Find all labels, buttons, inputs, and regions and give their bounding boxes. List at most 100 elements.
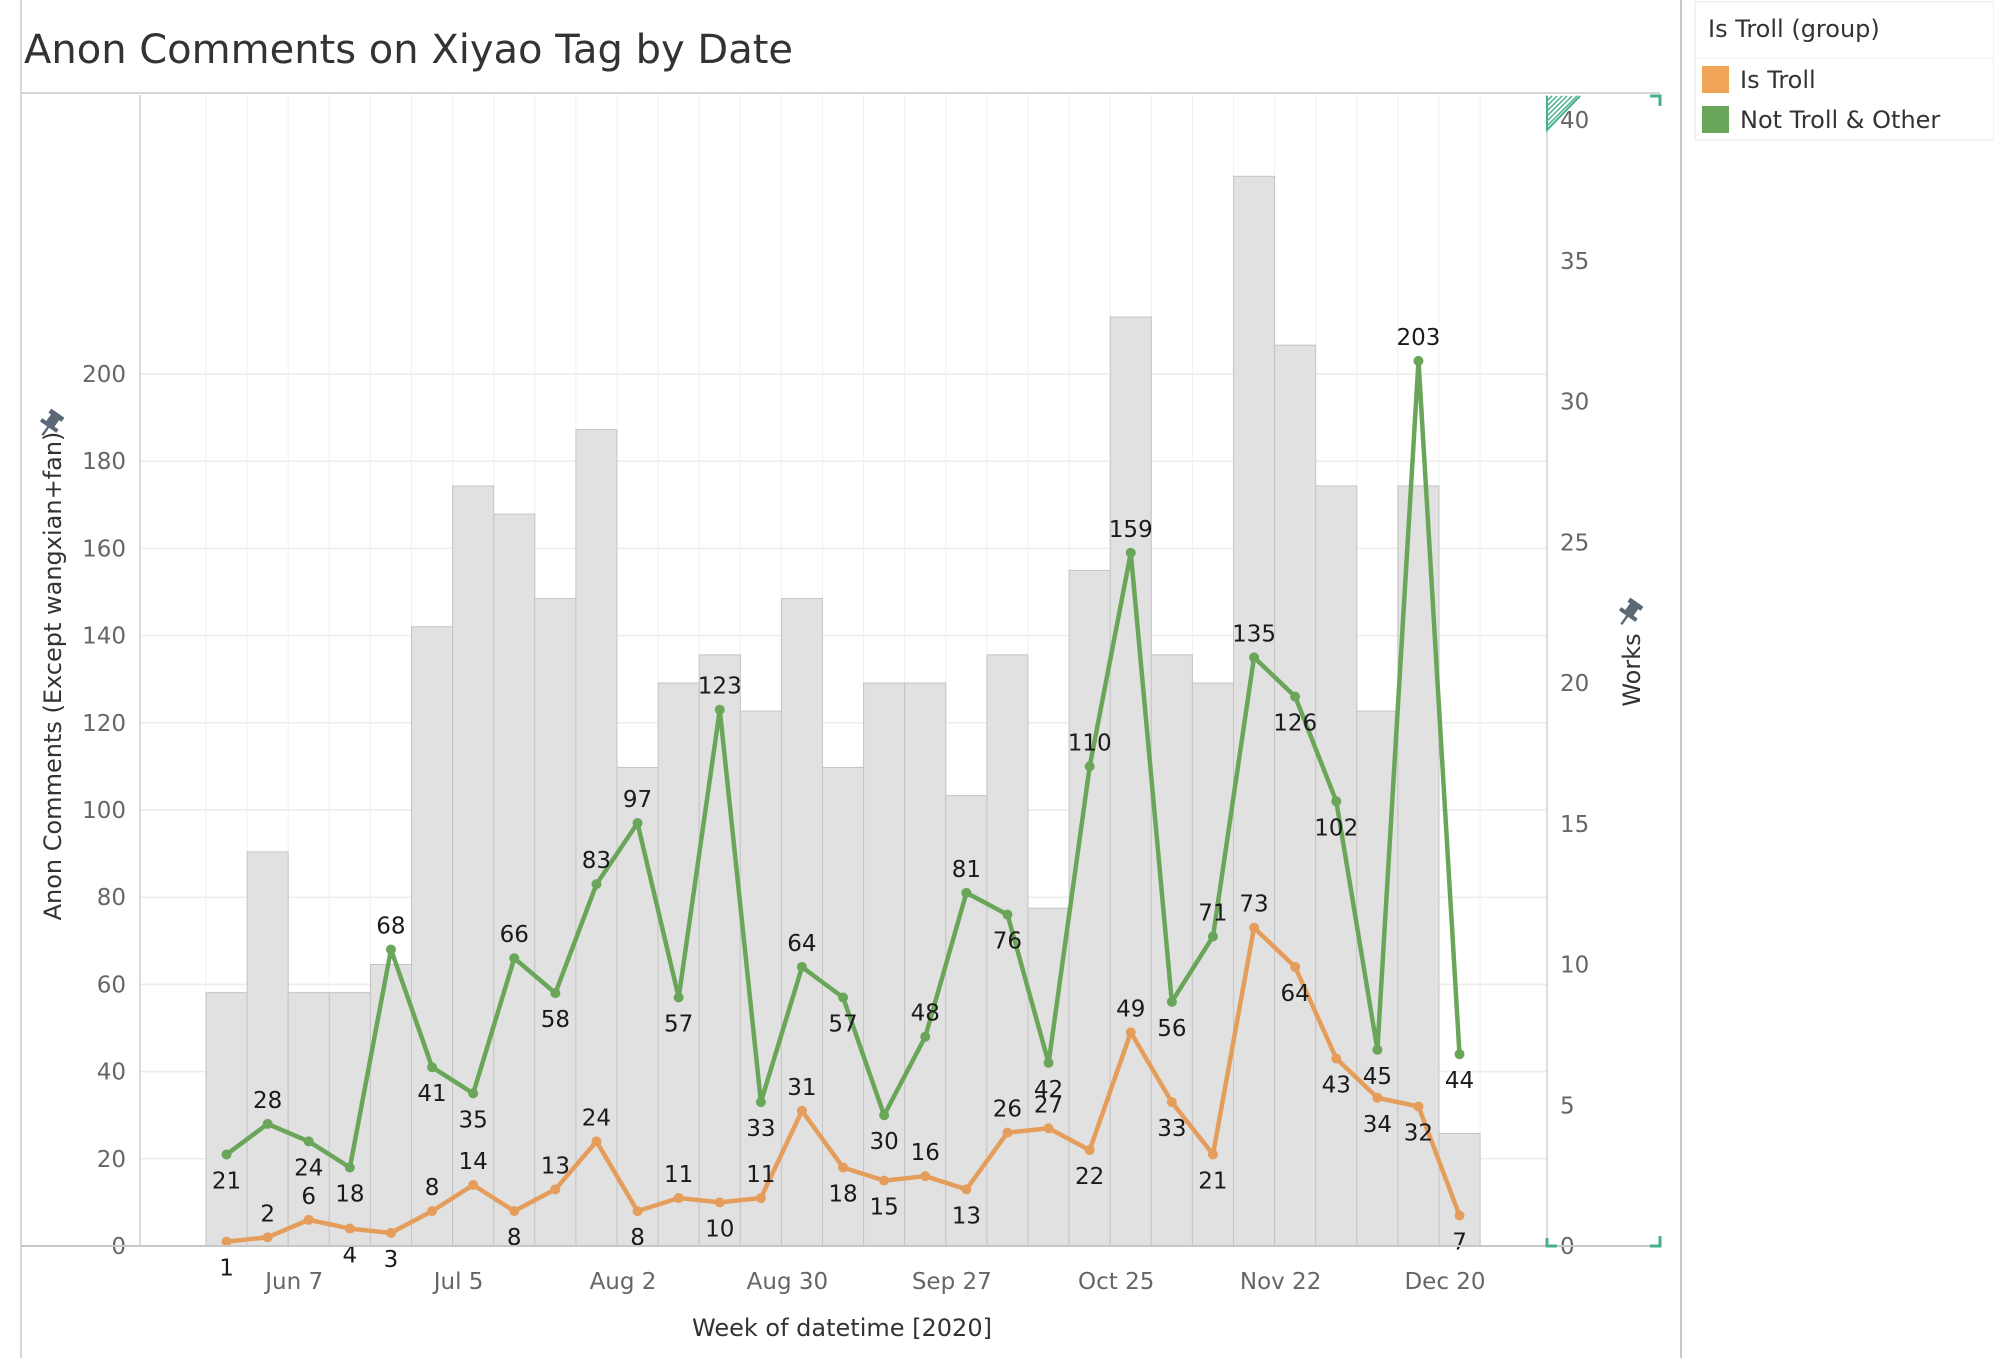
series-point[interactable] [262, 1118, 273, 1129]
series-point[interactable] [303, 1214, 314, 1225]
series-point[interactable] [1290, 691, 1301, 702]
series-point[interactable] [1043, 1123, 1054, 1134]
series-point[interactable] [879, 1110, 890, 1121]
y2-tick-label: 20 [1560, 671, 1589, 697]
series-point[interactable] [632, 1206, 643, 1217]
y-tick-label: 160 [82, 536, 126, 562]
series-point[interactable] [262, 1232, 273, 1243]
series-point[interactable] [920, 1031, 931, 1042]
series-point[interactable] [961, 1184, 972, 1195]
series-point[interactable] [1084, 761, 1095, 772]
data-label: 34 [1363, 1112, 1392, 1138]
works-bar [534, 598, 577, 1247]
series-point[interactable] [385, 1227, 396, 1238]
series-point[interactable] [1125, 547, 1136, 558]
series-point[interactable] [879, 1175, 890, 1186]
series-point[interactable] [221, 1149, 232, 1160]
series-point[interactable] [550, 988, 561, 999]
series-point[interactable] [1331, 796, 1342, 807]
data-label: 56 [1157, 1016, 1186, 1042]
series-point[interactable] [1454, 1049, 1465, 1060]
data-label: 21 [212, 1168, 241, 1194]
series-point[interactable] [1290, 961, 1301, 972]
series-point[interactable] [1413, 1101, 1424, 1112]
series-point[interactable] [1331, 1053, 1342, 1064]
series-point[interactable] [1166, 1097, 1177, 1108]
series-point[interactable] [673, 1193, 684, 1204]
series-point[interactable] [1249, 652, 1260, 663]
y-tick-label: 40 [97, 1060, 126, 1086]
works-bar [328, 992, 371, 1247]
series-point[interactable] [1207, 1149, 1218, 1160]
data-label: 66 [500, 922, 529, 948]
legend-item-not-troll-other[interactable]: Not Troll & Other [1702, 106, 1940, 134]
series-point[interactable] [714, 1197, 725, 1208]
series-point[interactable] [838, 992, 849, 1003]
pin-icon[interactable] [1613, 596, 1645, 630]
series-point[interactable] [509, 1206, 520, 1217]
data-label: 13 [541, 1153, 570, 1179]
x-tick-label: Jun 7 [263, 1269, 323, 1295]
series-point[interactable] [468, 1088, 479, 1099]
series-point[interactable] [755, 1193, 766, 1204]
data-label: 43 [1322, 1073, 1351, 1099]
legend-title: Is Troll (group) [1708, 15, 1880, 43]
data-label: 44 [1445, 1068, 1474, 1094]
series-point[interactable] [1084, 1145, 1095, 1156]
y-tick-label: 60 [97, 972, 126, 998]
series-point[interactable] [1166, 996, 1177, 1007]
series-point[interactable] [920, 1171, 931, 1182]
data-label: 76 [993, 929, 1022, 955]
series-point[interactable] [509, 953, 520, 964]
works-bar [863, 682, 906, 1247]
series-point[interactable] [1372, 1044, 1383, 1055]
data-label: 24 [582, 1105, 611, 1131]
series-point[interactable] [1372, 1092, 1383, 1103]
series-point[interactable] [755, 1097, 766, 1108]
data-label: 73 [1239, 892, 1268, 918]
resize-handle-icon[interactable] [1545, 94, 1662, 1248]
series-point[interactable] [550, 1184, 561, 1195]
series-point[interactable] [673, 992, 684, 1003]
series-point[interactable] [591, 1136, 602, 1147]
pin-icon[interactable] [34, 407, 66, 441]
series-point[interactable] [1002, 909, 1013, 920]
series-point[interactable] [796, 1105, 807, 1116]
series-point[interactable] [344, 1223, 355, 1234]
series-point[interactable] [714, 704, 725, 715]
series-point[interactable] [1125, 1027, 1136, 1038]
data-label: 135 [1232, 621, 1276, 647]
y2-axis-title: Works [1618, 633, 1646, 706]
series-point[interactable] [427, 1206, 438, 1217]
works-bar [493, 513, 536, 1247]
legend-item-is-troll[interactable]: Is Troll [1702, 66, 1816, 94]
data-label: 45 [1363, 1064, 1392, 1090]
data-label: 10 [705, 1216, 734, 1242]
series-point[interactable] [385, 944, 396, 955]
works-bar [246, 851, 289, 1247]
y-tick-label: 200 [82, 362, 126, 388]
series-point[interactable] [1002, 1127, 1013, 1138]
series-point[interactable] [1043, 1057, 1054, 1068]
series-point[interactable] [468, 1179, 479, 1190]
series-point[interactable] [221, 1236, 232, 1247]
series-point[interactable] [427, 1062, 438, 1073]
y-tick-label: 100 [82, 798, 126, 824]
data-label: 64 [1281, 981, 1310, 1007]
data-label: 97 [623, 787, 652, 813]
data-label: 21 [1198, 1168, 1227, 1194]
series-point[interactable] [591, 879, 602, 890]
works-bar [1150, 654, 1193, 1247]
data-label: 35 [459, 1107, 488, 1133]
series-point[interactable] [1207, 931, 1218, 942]
series-point[interactable] [961, 887, 972, 898]
series-point[interactable] [838, 1162, 849, 1173]
data-label: 57 [664, 1011, 693, 1037]
series-point[interactable] [796, 961, 807, 972]
series-point[interactable] [344, 1162, 355, 1173]
series-point[interactable] [1413, 355, 1424, 366]
series-point[interactable] [303, 1136, 314, 1147]
series-point[interactable] [632, 818, 643, 829]
series-point[interactable] [1249, 922, 1260, 933]
series-point[interactable] [1454, 1210, 1465, 1221]
